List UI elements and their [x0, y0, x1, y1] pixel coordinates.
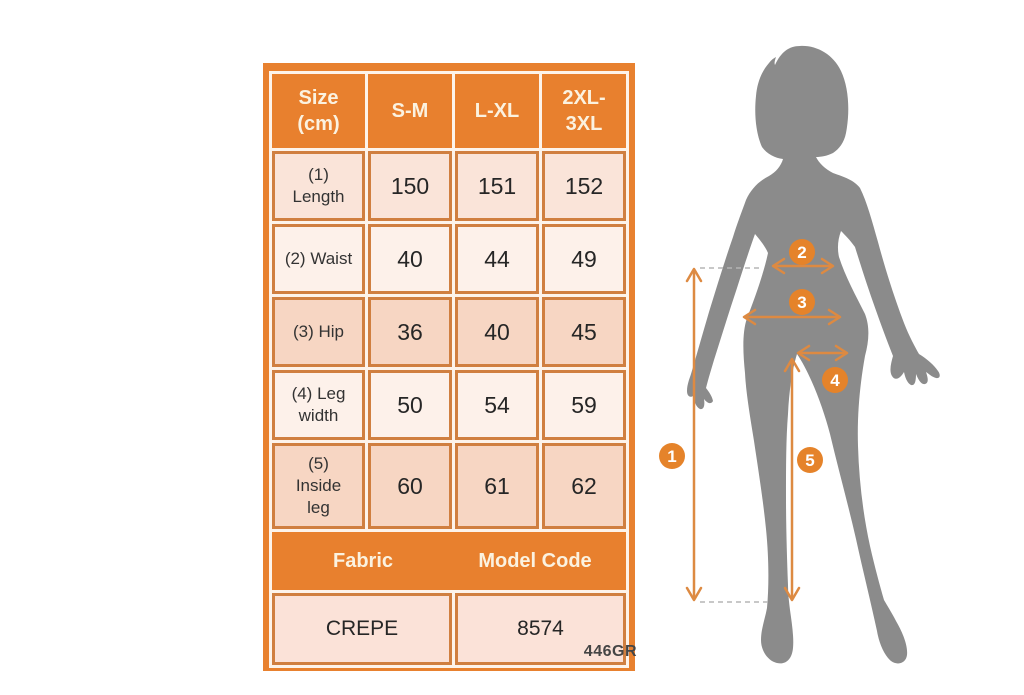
- hip-l-xl: 40: [455, 297, 539, 367]
- col-header-s-m: S-M: [368, 74, 452, 148]
- marker-3-hip: 3: [789, 289, 815, 315]
- length-2xl-3xl: 152: [542, 151, 626, 221]
- table-row-leg-width: (4) Leg width 50 54 59: [272, 370, 626, 440]
- table-row-length: (1) Length 150 151 152: [272, 151, 626, 221]
- row-label-hip: (3) Hip: [272, 297, 365, 367]
- fabric-model-header-band: Fabric Model Code: [272, 532, 626, 590]
- inside-leg-arrow: [783, 357, 801, 602]
- leg-width-l-xl: 54: [455, 370, 539, 440]
- size-table: Size (cm) S-M L-XL 2XL- 3XL (1) Length 1…: [263, 63, 635, 671]
- model-code-header-label: Model Code: [478, 549, 592, 572]
- waist-l-xl: 44: [455, 224, 539, 294]
- inside-leg-l-xl: 61: [455, 443, 539, 529]
- inside-leg-s-m: 60: [368, 443, 452, 529]
- length-l-xl: 151: [455, 151, 539, 221]
- col-header-2xl-3xl: 2XL- 3XL: [542, 74, 626, 148]
- female-silhouette: [687, 45, 940, 664]
- marker-4-leg-width: 4: [822, 367, 848, 393]
- fabric-value-row: CREPE 8574: [272, 593, 626, 665]
- inside-leg-2xl-3xl: 62: [542, 443, 626, 529]
- leg-width-s-m: 50: [368, 370, 452, 440]
- row-label-length: (1) Length: [272, 151, 365, 221]
- body-measurement-diagram: [685, 45, 940, 664]
- waist-arrow: [771, 257, 835, 275]
- fabric-header-row: Fabric Model Code: [272, 532, 626, 590]
- row-label-leg-width: (4) Leg width: [272, 370, 365, 440]
- leg-width-arrow: [796, 344, 849, 362]
- fabric-value: CREPE: [272, 593, 452, 665]
- length-arrow: [685, 267, 703, 602]
- model-variant-code: 446GR: [583, 643, 637, 660]
- size-table-header-row: Size (cm) S-M L-XL 2XL- 3XL: [272, 74, 626, 148]
- marker-5-inside-leg: 5: [797, 447, 823, 473]
- table-row-hip: (3) Hip 36 40 45: [272, 297, 626, 367]
- waist-s-m: 40: [368, 224, 452, 294]
- row-label-inside-leg: (5) Inside leg: [272, 443, 365, 529]
- model-code-value: 8574: [455, 593, 626, 665]
- leg-width-2xl-3xl: 59: [542, 370, 626, 440]
- marker-1-length: 1: [659, 443, 685, 469]
- marker-2-waist: 2: [789, 239, 815, 265]
- hip-arrow: [742, 308, 842, 326]
- col-header-l-xl: L-XL: [455, 74, 539, 148]
- table-row-inside-leg: (5) Inside leg 60 61 62: [272, 443, 626, 529]
- col-header-size-cm: Size (cm): [272, 74, 365, 148]
- hip-s-m: 36: [368, 297, 452, 367]
- length-s-m: 150: [368, 151, 452, 221]
- row-label-waist: (2) Waist: [272, 224, 365, 294]
- hip-2xl-3xl: 45: [542, 297, 626, 367]
- waist-2xl-3xl: 49: [542, 224, 626, 294]
- table-row-waist: (2) Waist 40 44 49: [272, 224, 626, 294]
- fabric-header-label: Fabric: [332, 549, 394, 572]
